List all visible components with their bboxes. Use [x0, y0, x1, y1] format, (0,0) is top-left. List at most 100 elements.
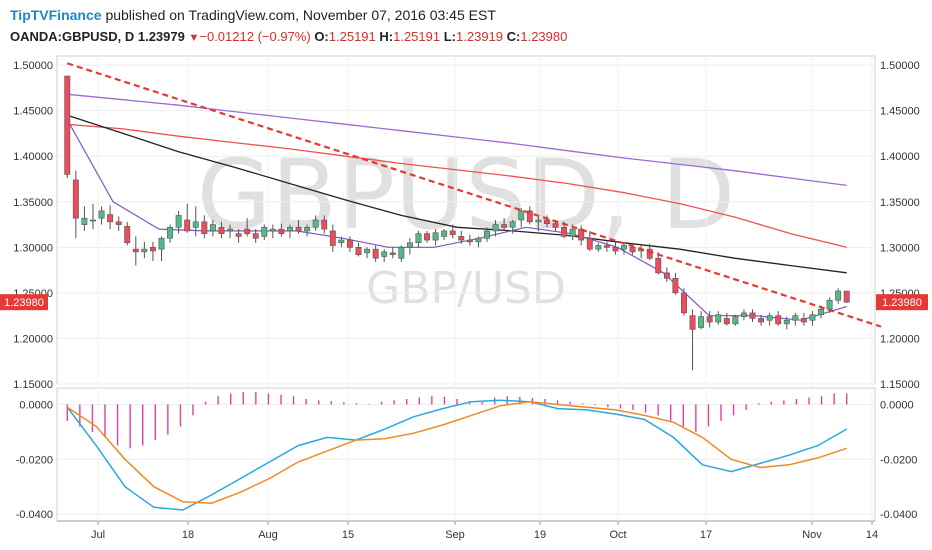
time-tick-label: Jul	[91, 529, 105, 541]
candle-body	[192, 221, 199, 228]
candle	[124, 221, 131, 246]
time-tick-label: 18	[182, 529, 194, 541]
open-value: 1.25191	[328, 29, 376, 44]
candle-body	[364, 248, 371, 254]
moving-averages	[66, 93, 847, 321]
trendline-segment[interactable]	[66, 62, 882, 328]
current-price-right: 1.23980	[876, 294, 928, 311]
candle	[81, 206, 88, 231]
candle-body	[689, 315, 696, 330]
candle	[681, 288, 687, 316]
candle	[458, 230, 465, 244]
candle-body	[835, 290, 842, 301]
candle-body	[698, 316, 705, 328]
candle-body	[723, 318, 730, 325]
candle-body	[269, 228, 276, 232]
candle	[766, 312, 773, 326]
candle	[287, 224, 293, 239]
candle-body	[355, 247, 362, 255]
candle	[715, 311, 722, 325]
candle	[415, 230, 422, 248]
candle	[526, 206, 533, 225]
candle	[689, 309, 696, 371]
candle-body	[466, 239, 473, 243]
candle	[518, 208, 525, 228]
candle	[672, 272, 679, 295]
candle-body	[800, 318, 807, 323]
author-link[interactable]: TipTVFinance	[10, 7, 102, 23]
candle	[603, 241, 610, 252]
candle-body	[663, 272, 670, 279]
candle	[740, 309, 747, 321]
candle-body	[389, 252, 396, 255]
candle	[149, 241, 156, 261]
open-label: O:	[314, 29, 329, 44]
candle-body	[535, 219, 542, 223]
candle-body	[715, 314, 722, 323]
candle	[312, 215, 319, 231]
ma-black-line	[67, 114, 847, 274]
candle-body	[749, 312, 756, 319]
candle-body	[141, 248, 148, 253]
candle-body	[227, 228, 233, 232]
price-tick-right: 1.45000	[880, 106, 920, 118]
candle-body	[818, 308, 824, 316]
candle-body	[261, 226, 268, 237]
candle	[355, 242, 362, 257]
candle	[698, 311, 705, 330]
price-tick-right: 1.20000	[880, 333, 920, 345]
candle	[64, 75, 71, 179]
candle	[338, 236, 345, 248]
candle-body	[132, 248, 139, 253]
candle	[835, 288, 842, 304]
candle-body	[235, 233, 242, 237]
price-tick-right: 1.40000	[880, 151, 920, 163]
candle-body	[792, 315, 799, 321]
publish-line: TipTVFinance published on TradingView.co…	[10, 7, 496, 23]
macd-tick-right: -0.0200	[880, 454, 917, 466]
candle-body	[732, 316, 739, 325]
close-value: 1.23980	[520, 29, 568, 44]
macd-tick-left: -0.0400	[16, 509, 53, 521]
price-tick-left: 1.35000	[13, 197, 53, 209]
price-tick-left: 1.20000	[13, 333, 53, 345]
candle	[758, 314, 765, 326]
candle	[595, 242, 602, 252]
candle-body	[449, 230, 456, 235]
candle	[535, 215, 542, 231]
candle-body	[252, 233, 259, 239]
candle-body	[655, 257, 662, 274]
macd-tick-right: 0.0000	[880, 399, 914, 411]
candle	[141, 241, 148, 259]
candle-body	[287, 226, 293, 232]
candle	[706, 311, 713, 328]
candle-body	[124, 226, 131, 244]
candle	[381, 249, 388, 262]
price-tick-right: 1.15000	[880, 379, 920, 391]
price-tick-right: 1.35000	[880, 197, 920, 209]
current-price-right-text: 1.23980	[882, 297, 922, 309]
candle-body	[843, 290, 850, 303]
candle	[792, 312, 799, 326]
candle	[432, 229, 439, 246]
candle-body	[458, 236, 465, 241]
candle	[329, 224, 336, 252]
candle-body	[295, 226, 302, 232]
candle-body	[484, 230, 490, 239]
candle-body	[175, 215, 182, 228]
candle	[201, 215, 208, 239]
time-tick-label: Nov	[802, 529, 822, 541]
low-label: L:	[443, 29, 457, 44]
candle	[132, 236, 139, 266]
trendline[interactable]	[66, 62, 882, 328]
candle-body	[492, 224, 499, 232]
candle	[115, 216, 122, 231]
candle-body	[432, 232, 439, 241]
candle-body	[346, 239, 353, 248]
candle	[278, 223, 285, 237]
candle-body	[526, 210, 533, 223]
candle-body	[766, 315, 773, 321]
time-axis: Jul 18 Aug 15 Sep 19 Oct 17 Nov 14	[91, 521, 878, 541]
candle-body	[115, 221, 122, 225]
